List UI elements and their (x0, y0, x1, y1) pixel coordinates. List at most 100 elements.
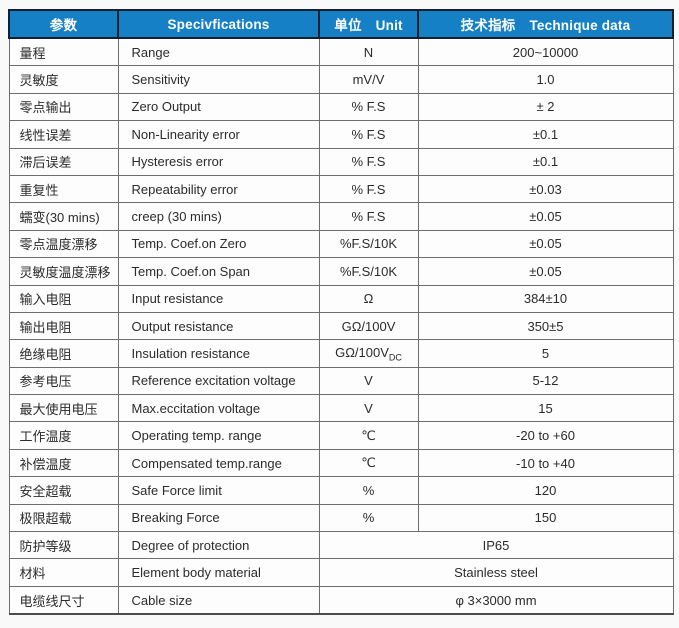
unit-text: % (362, 510, 375, 526)
cell-specification: Hysteresis error (117, 147, 320, 176)
cell-value: 1.0 (417, 65, 674, 94)
cell-unit: % F.S (318, 147, 419, 176)
table-row: 极限超载 Breaking Force% 150 (8, 503, 674, 533)
cell-value: 15 (417, 394, 674, 423)
table-row: 电缆线尺寸 Cable size φ 3×3000 mm (8, 585, 674, 616)
cell-unit: ℃ (318, 448, 419, 478)
unit-text: %F.S/10K (339, 236, 398, 252)
cell-parameter: 安全超载 (8, 476, 119, 505)
table-row: 最大使用电压 Max.eccitation voltage V 15 (8, 394, 674, 423)
cell-parameter: 零点输出 (8, 92, 119, 122)
table-row: 输入电阻 Input resistance Ω 384±10 (8, 284, 674, 313)
header-cell-param: 参数 (8, 9, 119, 39)
cell-parameter: 输入电阻 (8, 284, 119, 313)
cell-parameter: 防护等级 (8, 531, 119, 560)
unit-text: GΩ/100V (341, 318, 396, 334)
cell-value: 150 (417, 503, 674, 533)
cell-unit: N (318, 37, 419, 67)
cell-unit: % F.S (318, 174, 419, 204)
table-row: 安全超载 Safe Force limit% 120 (8, 476, 674, 505)
table-row: 线性误差 Non-Linearity error % F.S ±0.1 (8, 120, 674, 149)
cell-specification: creep (30 mins) (117, 202, 320, 231)
cell-parameter: 输出电阻 (8, 311, 119, 341)
table-row: 重复性 Repeatability error % F.S ±0.03 (8, 174, 674, 204)
cell-unit: GΩ/100VDC (318, 339, 419, 368)
cell-unit: V (318, 366, 419, 396)
cell-value: 384±10 (417, 284, 674, 313)
cell-specification: Operating temp. range (117, 421, 320, 450)
cell-specification: Degree of protection (117, 531, 320, 560)
cell-parameter: 线性误差 (8, 120, 119, 149)
cell-parameter: 灵敏度温度漂移 (8, 257, 119, 286)
unit-text: V (364, 400, 373, 416)
cell-value: 5-12 (417, 366, 674, 396)
unit-subscript: DC (388, 352, 402, 363)
cell-parameter: 量程 (8, 37, 119, 67)
cell-unit: % (318, 503, 419, 533)
table-row: 补偿温度 Compensated temp.range ℃ -10 to +40 (8, 448, 674, 478)
cell-parameter: 绝缘电阻 (8, 339, 119, 368)
table-row: 量程 Range N 200~10000 (8, 37, 674, 67)
cell-specification: Breaking Force (117, 503, 320, 533)
cell-parameter: 滞后误差 (8, 147, 119, 176)
cell-parameter: 电缆线尺寸 (8, 585, 119, 616)
cell-specification: Cable size (117, 585, 320, 616)
cell-specification: Input resistance (117, 284, 320, 313)
cell-unit: ℃ (318, 421, 419, 450)
unit-text: %F.S/10K (339, 263, 398, 279)
cell-specification: Compensated temp.range (117, 448, 320, 478)
unit-text: ℃ (361, 455, 376, 471)
header-cell-spec: Specivfications (117, 9, 320, 39)
cell-value: 350±5 (417, 311, 674, 341)
cell-parameter: 补偿温度 (8, 448, 119, 478)
table-row: 蠕变(30 mins) creep (30 mins) % F.S ±0.05 (8, 202, 674, 231)
unit-text: % F.S (351, 209, 386, 225)
header-tech-en: Technique data (529, 18, 631, 33)
unit-text: ℃ (361, 427, 376, 443)
table-row: 防护等级 Degree of protection IP65 (8, 531, 674, 560)
unit-text: % (362, 482, 375, 498)
cell-value: ±0.05 (417, 202, 674, 231)
cell-specification: Element body material (117, 558, 320, 587)
table-row: 工作温度 Operating temp. range ℃ -20 to +60 (8, 421, 674, 450)
table-row: 灵敏度 Sensitivity mV/V 1.0 (8, 65, 674, 94)
table-row: 零点输出 Zero Output % F.S ± 2 (8, 92, 674, 122)
unit-text: mV/V (352, 72, 385, 88)
cell-value-merged: Stainless steel (318, 558, 674, 587)
header-spec-en: Specivfications (167, 16, 270, 32)
cell-value: -20 to +60 (417, 421, 674, 450)
unit-text: % F.S (351, 181, 386, 197)
unit-text: % F.S (351, 99, 386, 115)
cell-unit: V (318, 394, 419, 423)
cell-value: ±0.05 (417, 229, 674, 259)
cell-parameter: 零点温度漂移 (8, 229, 119, 259)
cell-specification: Range (117, 37, 320, 67)
cell-parameter: 灵敏度 (8, 65, 119, 94)
table-row: 绝缘电阻 Insulation resistance GΩ/100VDC 5 (8, 339, 674, 368)
cell-parameter: 最大使用电压 (8, 394, 119, 423)
unit-text: % F.S (351, 154, 386, 170)
cell-parameter: 工作温度 (8, 421, 119, 450)
unit-text: GΩ/100V (335, 344, 389, 360)
header-row: 参数 Specivfications 单位 Unit 技术指标 Technique … (8, 9, 674, 39)
header-cell-unit: 单位 Unit (318, 9, 419, 39)
spec-table: 参数 Specivfications 单位 Unit 技术指标 Technique … (8, 9, 674, 616)
header-param-zh: 参数 (49, 18, 78, 33)
table-row: 零点温度漂移 Temp. Coef.on Zero %F.S/10K ±0.05 (8, 229, 674, 259)
cell-value: 120 (417, 476, 674, 505)
table-row: 参考电压 Reference excitation voltage V 5-12 (8, 366, 674, 396)
unit-text: V (364, 373, 373, 389)
cell-value: 200~10000 (417, 37, 674, 67)
cell-specification: Output resistance (117, 311, 320, 341)
cell-value-merged: φ 3×3000 mm (318, 585, 674, 616)
cell-value: -10 to +40 (417, 448, 674, 478)
cell-value: ± 2 (417, 92, 674, 122)
header-unit-en: Unit (375, 18, 403, 33)
cell-specification: Temp. Coef.on Span (117, 257, 320, 286)
unit-text: Ω (363, 291, 374, 307)
cell-unit: %F.S/10K (318, 257, 419, 286)
cell-value: 5 (417, 339, 674, 368)
header-unit-zh: 单位 (334, 18, 362, 33)
cell-parameter: 参考电压 (8, 366, 119, 396)
cell-value: ±0.05 (417, 257, 674, 286)
